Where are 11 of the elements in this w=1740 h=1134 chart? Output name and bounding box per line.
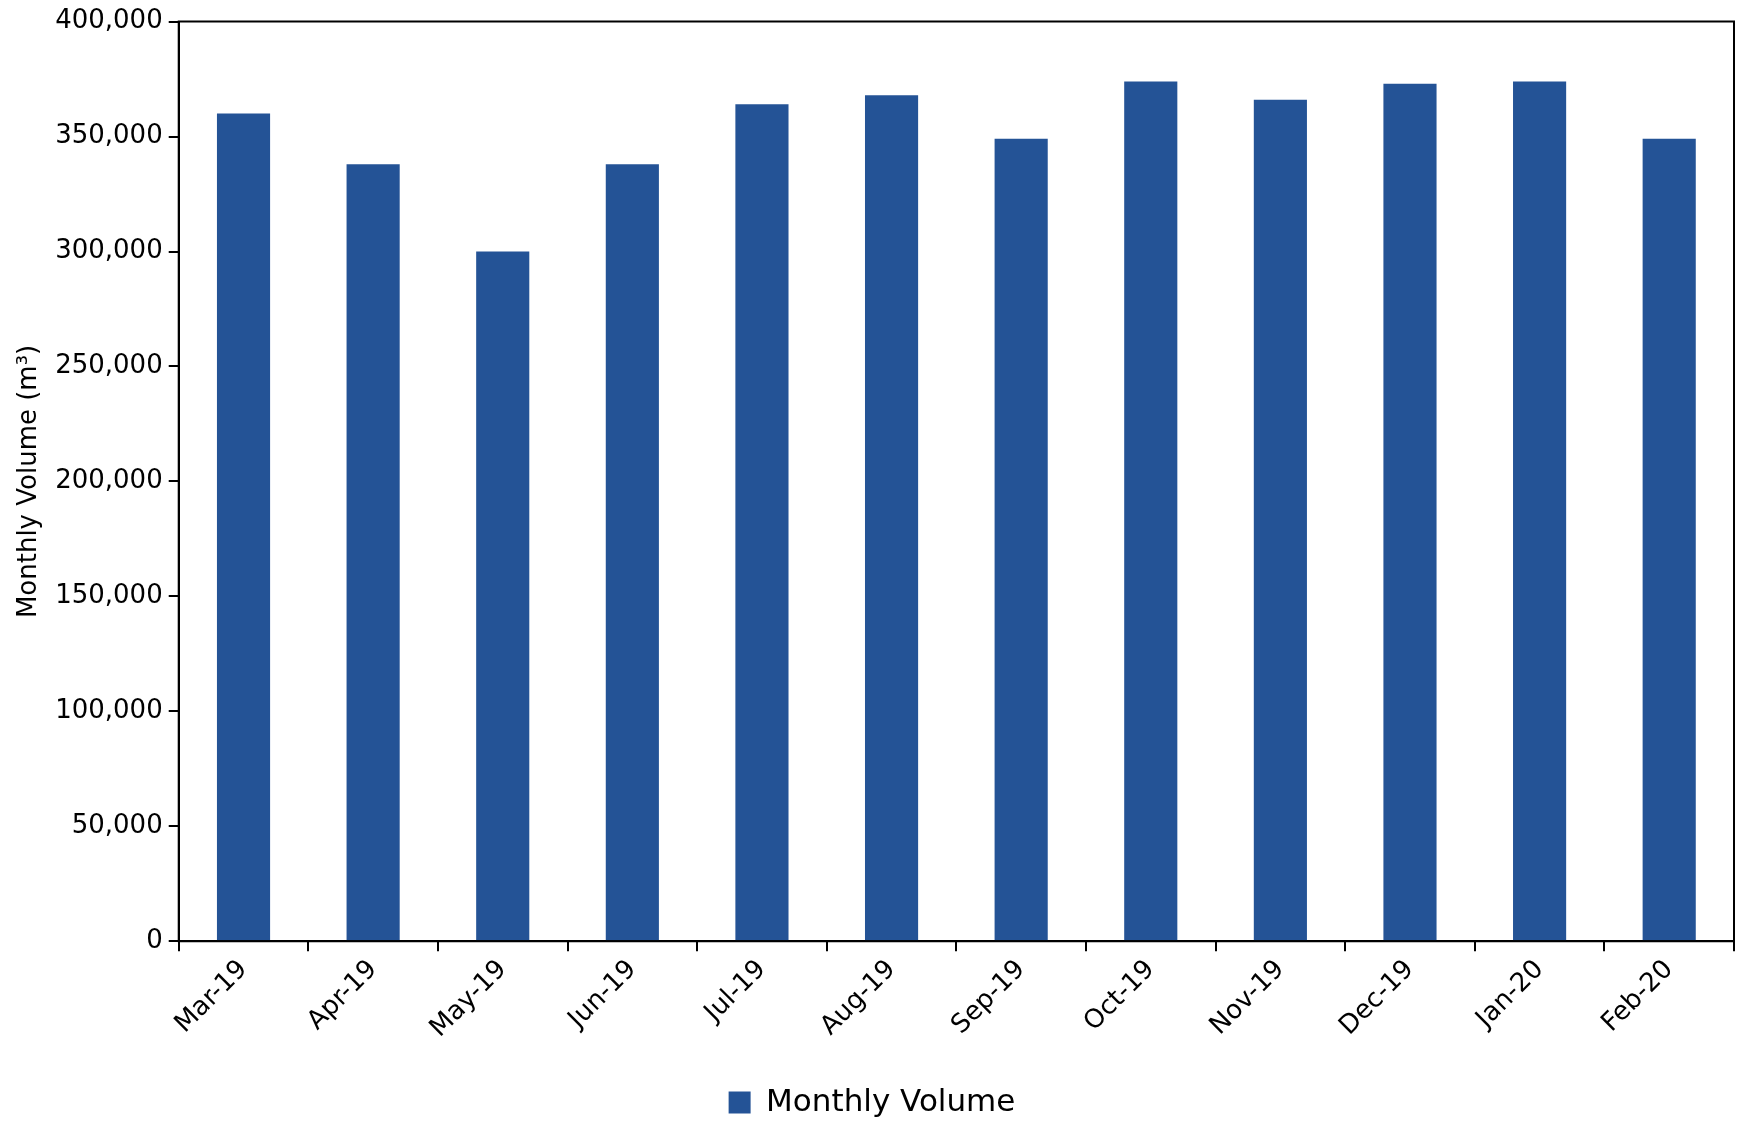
legend-label: Monthly Volume — [766, 1081, 1016, 1118]
y-tick-label: 250,000 — [55, 349, 163, 380]
y-tick-label: 200,000 — [55, 464, 163, 495]
y-tick-label: 400,000 — [55, 4, 163, 35]
y-tick-label: 150,000 — [55, 579, 163, 610]
y-axis-title: Monthly Volume (m³) — [12, 344, 43, 619]
y-tick-label: 350,000 — [55, 119, 163, 150]
y-tick-label: 0 — [146, 923, 163, 954]
y-tick-label: 100,000 — [55, 694, 163, 725]
y-tick-label: 50,000 — [71, 809, 163, 840]
y-tick-label: 300,000 — [55, 234, 163, 265]
